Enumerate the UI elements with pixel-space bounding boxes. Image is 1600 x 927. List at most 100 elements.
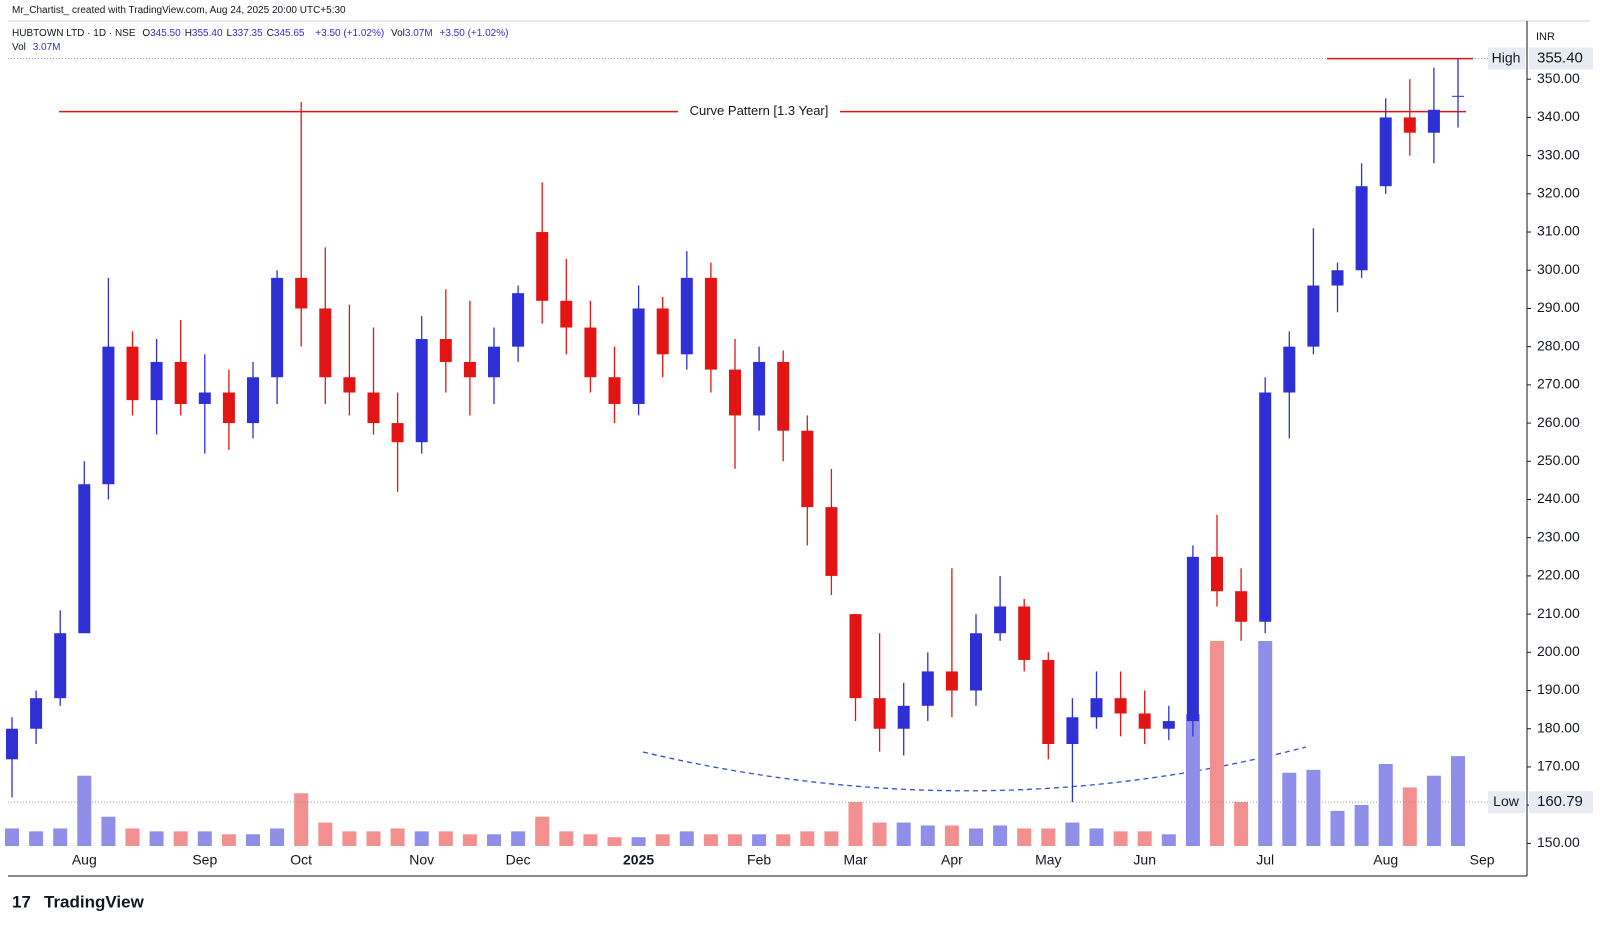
vol-change: +3.50 (+1.02%)	[439, 28, 509, 39]
candle-body	[1259, 392, 1272, 622]
candle-body	[729, 369, 741, 416]
candle-body	[680, 277, 693, 355]
volume-bar	[487, 834, 501, 846]
y-tick-label: 250.00	[1537, 452, 1580, 468]
volume-bar	[1282, 772, 1297, 846]
volume-bar	[1426, 775, 1441, 846]
y-tick-label: 170.00	[1537, 758, 1580, 774]
y-tick-label: 210.00	[1537, 605, 1580, 621]
legend-label: L	[226, 28, 233, 39]
candle-body	[1186, 556, 1199, 722]
volume-bar	[583, 834, 598, 846]
volume-bar	[270, 828, 285, 846]
y-tick-label: 310.00	[1537, 223, 1580, 239]
volume-bar	[1234, 802, 1249, 846]
candle-body	[656, 308, 669, 355]
y-tick-label: 270.00	[1537, 376, 1580, 392]
y-tick-label: 320.00	[1537, 185, 1580, 201]
low_marker-tag-bg	[1488, 791, 1525, 814]
volume-bar	[655, 834, 670, 846]
candle-body	[560, 300, 573, 328]
candle-body	[319, 308, 332, 378]
volume-bar	[462, 834, 477, 846]
y-tick-label: 350.00	[1537, 70, 1580, 86]
y-tick-label: 220.00	[1537, 567, 1580, 583]
volume-bar	[559, 831, 574, 846]
low_marker-value: 160.79	[1537, 793, 1583, 810]
volume-bar	[1210, 641, 1224, 846]
low_marker-tag: Low	[1493, 793, 1520, 809]
y-tick-label: 280.00	[1537, 337, 1580, 353]
volume-bar	[1161, 834, 1176, 846]
high_marker-tag-bg	[1488, 47, 1525, 70]
x-tick-label: Jul	[1256, 852, 1274, 868]
candle-body	[704, 277, 717, 370]
legend-label: H	[184, 28, 192, 39]
volume-bar	[101, 816, 116, 846]
candle-body	[512, 293, 525, 347]
candle-body	[271, 277, 284, 378]
candle-body	[391, 423, 404, 443]
volume-bar	[969, 828, 983, 846]
candle-body	[1452, 95, 1464, 97]
candle-body	[1090, 698, 1103, 718]
volume-bar	[1065, 822, 1080, 846]
candle-body	[1114, 698, 1127, 714]
candle-body	[994, 606, 1007, 634]
y-tick-label: 300.00	[1537, 261, 1580, 277]
volume-bar	[414, 831, 429, 846]
candle-body	[753, 361, 766, 416]
x-tick-label: Jun	[1133, 852, 1156, 868]
low_marker-value-bg	[1529, 791, 1593, 814]
y-tick-label: 290.00	[1537, 299, 1580, 315]
volume-bar	[1378, 764, 1393, 846]
legend-label: C	[266, 28, 274, 39]
candle-body	[1018, 606, 1031, 660]
volume-bar	[607, 837, 622, 846]
candle-body	[632, 308, 645, 404]
candle-body	[30, 698, 43, 729]
volume-bar	[511, 831, 526, 846]
candle-body	[247, 377, 259, 424]
volume-bar	[29, 831, 44, 846]
candle-body	[78, 484, 91, 634]
candle-body	[439, 339, 452, 362]
high_marker-value: 355.40	[1537, 50, 1583, 67]
legend-line: HUBTOWN LTD · 1D · NSE O345.50 H355.40 L33…	[12, 28, 512, 39]
high_marker-tag: High	[1492, 49, 1521, 65]
volume-bar	[5, 828, 19, 846]
candle-body	[198, 392, 211, 404]
volume-bar	[342, 831, 357, 846]
candle-body	[1307, 285, 1320, 347]
x-tick-label: Sep	[192, 852, 217, 868]
x-tick-label: Mar	[843, 852, 867, 868]
candle-body	[1379, 117, 1392, 187]
annotation: Curve Pattern [1.3 Year]	[690, 103, 829, 118]
y-tick-label: 240.00	[1537, 490, 1580, 506]
candle-body	[1138, 713, 1151, 729]
candle-body	[174, 361, 187, 404]
candle-body	[150, 361, 163, 401]
volume-bar	[173, 831, 188, 846]
high_marker-value-bg	[1529, 47, 1593, 70]
candle-body	[102, 346, 115, 485]
volume-bar	[848, 802, 863, 846]
volume-bar	[197, 831, 212, 846]
candle-body	[584, 327, 597, 378]
x-tick-label: Feb	[747, 852, 771, 868]
candle-body	[126, 346, 139, 401]
watermark: Mr_Chartist_ created with TradingView.co…	[12, 5, 346, 16]
y-tick-label: 190.00	[1537, 681, 1580, 697]
volume-bar	[1306, 769, 1321, 846]
volume-bar	[221, 834, 236, 846]
volume-bar	[53, 828, 68, 846]
x-tick-label: Aug	[1373, 852, 1398, 868]
candle-body	[295, 277, 308, 309]
candle-body	[1403, 117, 1416, 133]
candle-body	[849, 614, 862, 699]
candle-body	[1427, 109, 1440, 133]
candle-body	[463, 361, 476, 378]
volume-bar	[1089, 828, 1104, 846]
candle-body	[367, 392, 380, 424]
